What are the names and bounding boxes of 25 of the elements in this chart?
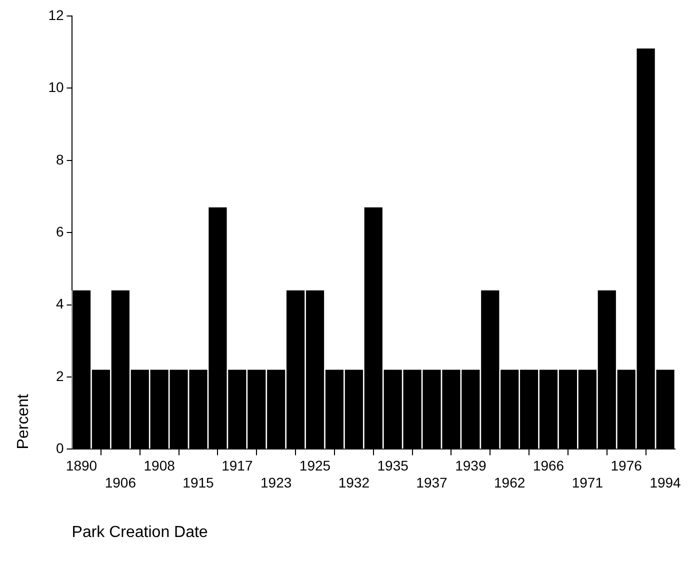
x-tick-label: 1932 <box>338 474 370 490</box>
y-tick-label: 12 <box>48 6 64 23</box>
y-tick-label: 4 <box>56 296 64 312</box>
x-tick-label: 1966 <box>532 457 564 474</box>
x-axis-title: Park Creation Date <box>72 524 208 541</box>
x-tick-label: 1994 <box>650 474 682 490</box>
x-tick-label: 1976 <box>610 457 642 474</box>
x-tick-label: 1925 <box>299 457 331 474</box>
x-tick-label: 1908 <box>144 457 176 474</box>
x-tick-label: 1923 <box>260 474 292 490</box>
x-tick-label: 1962 <box>494 474 526 490</box>
x-tick-label: 1939 <box>455 457 486 474</box>
y-tick-label: 6 <box>56 223 64 240</box>
x-tick-label: 1890 <box>66 457 98 474</box>
y-tick-label: 8 <box>56 151 64 168</box>
x-tick-label: 1917 <box>222 457 253 474</box>
x-tick-label: 1937 <box>416 474 448 490</box>
y-axis-title: Percent <box>15 394 32 450</box>
y-tick-label: 2 <box>56 368 64 384</box>
y-tick-label: 0 <box>56 440 64 456</box>
y-tick-label: 10 <box>48 79 64 96</box>
x-tick-label: 1906 <box>104 474 136 490</box>
x-tick-label: 1915 <box>182 474 214 490</box>
x-tick-label: 1971 <box>572 474 604 490</box>
x-tick-label: 1935 <box>377 457 409 474</box>
